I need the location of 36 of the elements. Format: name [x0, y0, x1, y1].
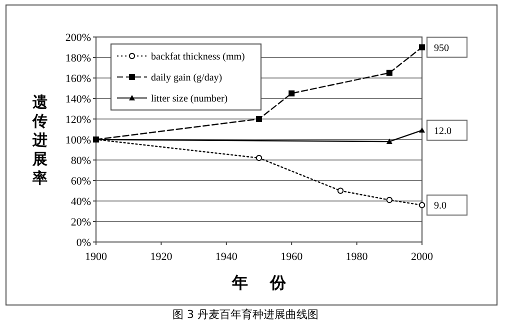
point [337, 188, 344, 194]
legend-label: litter size (number) [151, 94, 228, 104]
x-tick-label: 1920 [150, 251, 173, 263]
point [256, 116, 262, 122]
x-tick-label: 1960 [280, 251, 304, 263]
point [256, 154, 262, 162]
y-tick-label: 0% [76, 236, 91, 249]
y-tick-label: 80% [70, 154, 91, 167]
y-axis-title: 遗传进展率 [32, 92, 48, 187]
y-tick-label: 140% [65, 93, 91, 106]
y-tick-label: 120% [65, 114, 91, 126]
text: 950 [434, 42, 449, 54]
point [418, 202, 426, 208]
y-tick-label: 60% [70, 175, 91, 188]
x-tick-label: 2000 [411, 251, 434, 263]
y-tick-label: 100% [65, 134, 91, 146]
point [419, 127, 425, 133]
point [386, 138, 392, 144]
legend-label: backfat thickness (mm) [151, 52, 245, 62]
y-tick-label: 40% [70, 196, 91, 208]
x-tick-label: 1940 [215, 251, 238, 263]
x-axis-title: 年 份 [230, 273, 288, 292]
point [419, 44, 425, 50]
text: 12.0 [434, 126, 452, 137]
y-tick-label: 200% [65, 32, 91, 44]
point [288, 90, 295, 96]
legend-label: daily gain (g/day) [151, 72, 222, 84]
point [386, 70, 392, 76]
text: 图 3 丹麦百年育种进展曲线图 [172, 308, 318, 321]
y-tick-label: 20% [70, 216, 91, 228]
point [386, 196, 392, 204]
x-tick-label: 1900 [85, 251, 108, 263]
x-tick-label: 1980 [346, 251, 368, 263]
y-tick-label: 180% [65, 52, 91, 64]
y-tick-label: 160% [65, 72, 91, 85]
text: 9.0 [434, 200, 446, 212]
